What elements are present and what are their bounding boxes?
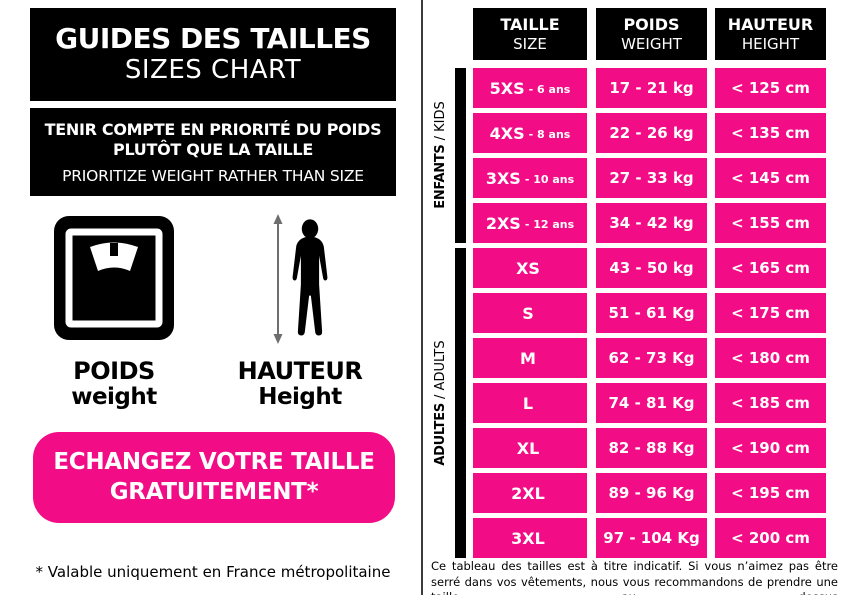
weight-cell: 22 - 26 kg — [596, 113, 707, 153]
size-value: 3XL — [511, 528, 545, 548]
adults-group-bar — [455, 248, 466, 558]
weight-label-en: weight — [71, 384, 157, 411]
header-weight-en: WEIGHT — [621, 34, 682, 53]
table-row-m: M 62 - 73 Kg < 180 cm — [0, 338, 842, 378]
size-value: M — [520, 348, 536, 368]
height-cell: < 180 cm — [715, 338, 826, 378]
weight-cell: 82 - 88 Kg — [596, 428, 707, 468]
height-cell: < 165 cm — [715, 248, 826, 288]
header-size-en: SIZE — [513, 34, 547, 53]
table-row-2xl: 2XL 89 - 96 Kg < 195 cm — [0, 473, 842, 513]
weight-cell: 97 - 104 Kg — [596, 518, 707, 558]
column-header-size: TAILLE SIZE — [473, 8, 587, 60]
weight-cell: 43 - 50 kg — [596, 248, 707, 288]
size-value: XS — [516, 258, 540, 278]
page-title-en: SIZES CHART — [124, 54, 302, 85]
weight-scale-icon — [54, 216, 174, 340]
weight-figure-label: POIDS weight — [14, 358, 214, 412]
height-cell: < 175 cm — [715, 293, 826, 333]
size-cell: XS — [473, 248, 587, 288]
table-row-s: S 51 - 61 Kg < 175 cm — [0, 293, 842, 333]
size-cell: 3XS - 10 ans — [473, 158, 587, 198]
table-row-5xs: 5XS - 6 ans 17 - 21 kg < 125 cm — [0, 68, 842, 108]
size-cell: 3XL — [473, 518, 587, 558]
priority-note-fr-line2: PLUTÔT QUE LA TAILLE — [113, 139, 313, 159]
header-weight-fr: POIDS — [623, 15, 680, 35]
exchange-size-button[interactable]: ECHANGEZ VOTRE TAILLE GRATUITEMENT* — [33, 432, 395, 523]
kids-group-bar — [455, 68, 466, 243]
footnote: * Valable uniquement en France métropoli… — [35, 563, 391, 581]
weight-cell: 74 - 81 Kg — [596, 383, 707, 423]
table-row-3xs: 3XS - 10 ans 27 - 33 kg < 145 cm — [0, 158, 842, 198]
column-header-weight: POIDS WEIGHT — [596, 8, 707, 60]
weight-cell: 51 - 61 Kg — [596, 293, 707, 333]
column-header-height: HAUTEUR HEIGHT — [715, 8, 826, 60]
size-cell: 5XS - 6 ans — [473, 68, 587, 108]
page-title-fr: GUIDES DES TAILLES — [55, 22, 371, 56]
height-cell: < 195 cm — [715, 473, 826, 513]
size-cell: M — [473, 338, 587, 378]
weight-cell: 62 - 73 Kg — [596, 338, 707, 378]
header-height-en: HEIGHT — [741, 34, 800, 53]
weight-cell: 89 - 96 Kg — [596, 473, 707, 513]
header-size-fr: TAILLE — [500, 15, 560, 35]
height-arrow-icon — [273, 214, 283, 344]
age-value: - 10 ans — [524, 173, 575, 186]
age-value: - 12 ans — [524, 218, 575, 231]
weight-cell: 27 - 33 kg — [596, 158, 707, 198]
weight-label-fr: POIDS — [73, 357, 155, 385]
size-value: 5XS — [489, 78, 525, 98]
size-cell: 4XS - 8 ans — [473, 113, 587, 153]
table-row-xs: XS 43 - 50 kg < 165 cm — [0, 248, 842, 288]
height-cell: < 135 cm — [715, 113, 826, 153]
height-label-en: Height — [258, 384, 342, 411]
height-cell: < 125 cm — [715, 68, 826, 108]
height-cell: < 200 cm — [715, 518, 826, 558]
size-value: L — [522, 393, 534, 413]
height-label-fr: HAUTEUR — [237, 357, 363, 385]
age-value: - 6 ans — [528, 83, 571, 96]
page-title: GUIDES DES TAILLES SIZES CHART — [30, 8, 396, 101]
table-row-2xs: 2XS - 12 ans 34 - 42 kg < 155 cm — [0, 203, 842, 243]
size-value: S — [522, 303, 534, 323]
size-cell: S — [473, 293, 587, 333]
height-cell: < 155 cm — [715, 203, 826, 243]
height-cell: < 185 cm — [715, 383, 826, 423]
vertical-divider — [421, 0, 423, 595]
exchange-button-line1: ECHANGEZ VOTRE TAILLE — [53, 448, 375, 475]
weight-cell: 34 - 42 kg — [596, 203, 707, 243]
height-cell: < 190 cm — [715, 428, 826, 468]
weight-cell: 17 - 21 kg — [596, 68, 707, 108]
age-value: - 8 ans — [528, 128, 571, 141]
size-value: 3XS — [485, 168, 521, 188]
table-row-l: L 74 - 81 Kg < 185 cm — [0, 383, 842, 423]
person-silhouette-icon — [292, 219, 328, 336]
height-figure-label: HAUTEUR Height — [200, 358, 400, 412]
size-value: XL — [516, 438, 540, 458]
size-cell: 2XS - 12 ans — [473, 203, 587, 243]
priority-note-en: PRIORITIZE WEIGHT RATHER THAN SIZE — [62, 166, 364, 185]
table-row-xl: XL 82 - 88 Kg < 190 cm — [0, 428, 842, 468]
size-cell: XL — [473, 428, 587, 468]
header-height-fr: HAUTEUR — [727, 15, 814, 35]
height-cell: < 145 cm — [715, 158, 826, 198]
size-value: 4XS — [489, 123, 525, 143]
table-row-3xl: 3XL 97 - 104 Kg < 200 cm — [0, 518, 842, 558]
priority-note-fr-line1: TENIR COMPTE EN PRIORITÉ DU POIDS — [44, 119, 382, 139]
height-figure — [272, 211, 336, 349]
exchange-button-line2: GRATUITEMENT* — [109, 478, 319, 505]
size-cell: 2XL — [473, 473, 587, 513]
table-disclaimer: Ce tableau des tailles est à titre indic… — [431, 559, 838, 595]
size-value: 2XS — [485, 213, 521, 233]
priority-note: TENIR COMPTE EN PRIORITÉ DU POIDS PLUTÔT… — [30, 108, 396, 196]
size-value: 2XL — [511, 483, 545, 503]
size-cell: L — [473, 383, 587, 423]
table-row-4xs: 4XS - 8 ans 22 - 26 kg < 135 cm — [0, 113, 842, 153]
